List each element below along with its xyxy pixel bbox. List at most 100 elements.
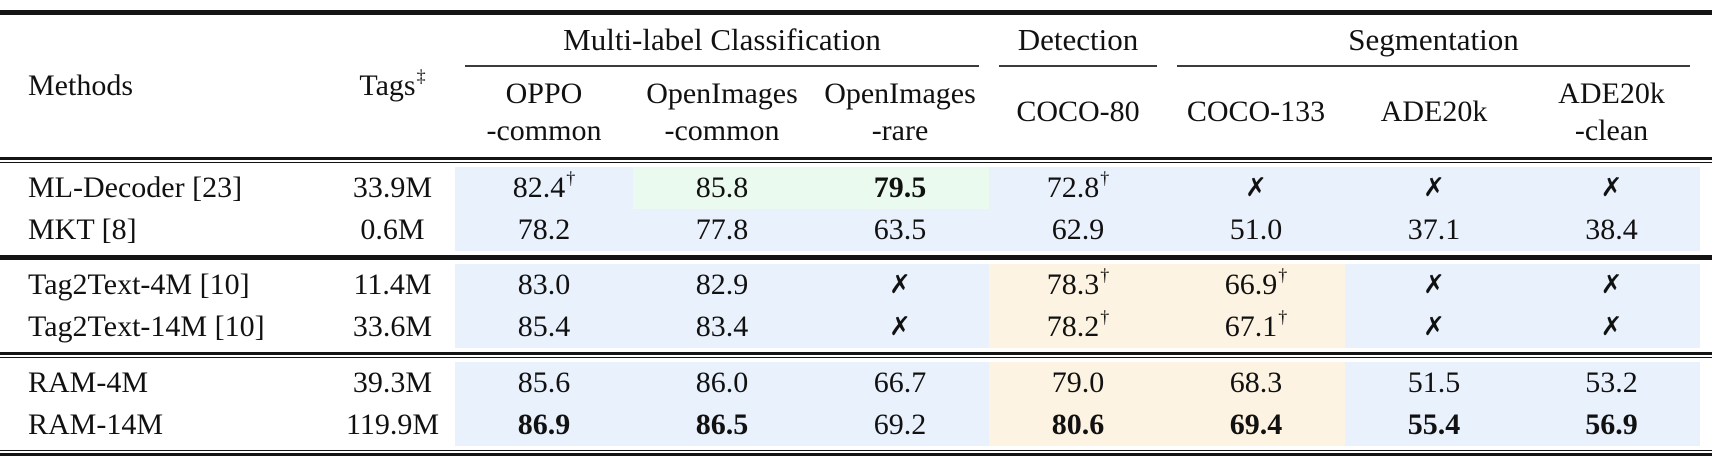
table-row: ML-Decoder [23] 33.9M 82.4 † 85.8 79.5 72.8 † ✗ ✗… — [0, 167, 1712, 209]
dagger-marker: † — [1278, 306, 1288, 327]
score-cell-openimages-common: 85.8 — [633, 167, 811, 209]
dagger-marker: † — [1278, 264, 1288, 285]
col-header-line: OpenImages — [824, 76, 976, 110]
score-cell-coco133: 51.0 — [1167, 209, 1345, 251]
cross-icon: ✗ — [1600, 270, 1623, 300]
group-header-underline — [1177, 65, 1690, 67]
score-cell-coco80: 78.2 † — [989, 306, 1167, 348]
score-value: 83.4 — [695, 310, 749, 343]
method-cell: Tag2Text-4M [10] — [28, 268, 250, 301]
col-header-line: OPPO — [505, 76, 583, 110]
tags-footnote-marker: ‡ — [416, 65, 426, 86]
score-value: 51.0 — [1229, 213, 1283, 246]
score-value: 51.5 — [1407, 366, 1461, 399]
not-supported-cell-openimages-rare: ✗ — [811, 306, 989, 348]
col-header-oppo-common: OPPO -common — [455, 67, 633, 157]
method-cell: RAM-4M — [28, 366, 149, 399]
score-value: 82.4 — [512, 171, 566, 204]
score-cell-ade20k: 55.4 — [1345, 404, 1523, 446]
col-header-line: -common — [486, 114, 602, 147]
score-value: 62.9 — [1051, 213, 1105, 246]
not-supported-cell-coco133: ✗ — [1167, 167, 1345, 209]
score-cell-coco133: 66.9 † — [1167, 264, 1345, 306]
score-value: 55.4 — [1407, 408, 1461, 441]
group-header-segmentation: Segmentation — [1167, 15, 1700, 67]
not-supported-cell-ade20k: ✗ — [1345, 264, 1523, 306]
score-cell-oppo-common: 85.4 — [455, 306, 633, 348]
tags-label: Tags — [359, 69, 416, 102]
score-value: 85.8 — [695, 171, 749, 204]
score-value: 37.1 — [1407, 213, 1461, 246]
score-value: 85.4 — [517, 310, 571, 343]
score-value: 68.3 — [1229, 366, 1283, 399]
score-value: 80.6 — [1051, 408, 1105, 441]
table-top-rule — [0, 10, 1712, 15]
col-header-line: -common — [664, 114, 780, 147]
not-supported-cell-ade20k: ✗ — [1345, 306, 1523, 348]
col-header-line: ADE20k — [1380, 95, 1488, 129]
score-cell-openimages-rare: 63.5 — [811, 209, 989, 251]
dagger-marker: † — [1100, 306, 1110, 327]
table-section: ML-Decoder [23] 33.9M 82.4 † 85.8 79.5 72.8 † ✗ ✗… — [0, 163, 1712, 255]
group-header-detection: Detection — [989, 15, 1167, 67]
table-row: Tag2Text-14M [10] 33.6M 85.4 83.4 ✗ 78.2 † 67.1… — [0, 306, 1712, 348]
not-supported-cell-ade20k-clean: ✗ — [1523, 264, 1700, 306]
tags-count-cell: 119.9M — [345, 408, 440, 441]
col-header-coco133: COCO-133 — [1167, 67, 1345, 157]
cross-icon: ✗ — [1600, 173, 1623, 203]
dagger-marker: † — [1100, 264, 1110, 285]
tags-count-cell: 11.4M — [353, 268, 432, 301]
score-cell-oppo-common: 86.9 — [455, 404, 633, 446]
score-value: 79.5 — [873, 171, 927, 204]
score-cell-openimages-rare: 79.5 — [811, 167, 989, 209]
score-cell-ade20k: 51.5 — [1345, 362, 1523, 404]
group-header-underline — [465, 65, 979, 67]
col-header-ade20k: ADE20k — [1345, 67, 1523, 157]
table-section: RAM-4M 39.3M 85.6 86.0 66.7 79.0 68.3 51.5 53.2 R… — [0, 358, 1712, 450]
table-row: Tag2Text-4M [10] 11.4M 83.0 82.9 ✗ 78.3 † 66.9 †… — [0, 264, 1712, 306]
tags-count-cell: 0.6M — [360, 213, 425, 246]
section-divider-rule — [0, 352, 1712, 358]
score-cell-openimages-common: 77.8 — [633, 209, 811, 251]
table-header: Methods Tags ‡ Multi-label Classification… — [0, 15, 1712, 157]
col-header-coco80: COCO-80 — [989, 67, 1167, 157]
score-value: 66.7 — [873, 366, 927, 399]
score-cell-openimages-rare: 66.7 — [811, 362, 989, 404]
score-value: 56.9 — [1585, 408, 1638, 441]
score-value: 79.0 — [1051, 366, 1105, 399]
score-value: 85.6 — [517, 366, 571, 399]
group-header-multi-label-classification: Multi-label Classification — [455, 15, 989, 67]
group-header-label: Segmentation — [1348, 21, 1519, 57]
score-value: 69.4 — [1229, 408, 1283, 441]
table-bottom-rule — [0, 450, 1712, 456]
score-cell-openimages-common: 86.5 — [633, 404, 811, 446]
score-value: 77.8 — [695, 213, 749, 246]
score-value: 63.5 — [873, 213, 927, 246]
table-section: Tag2Text-4M [10] 11.4M 83.0 82.9 ✗ 78.3 † 66.9 †… — [0, 260, 1712, 352]
col-header-methods: Methods — [28, 69, 133, 102]
not-supported-cell-openimages-rare: ✗ — [811, 264, 989, 306]
score-value: 78.2 — [1046, 310, 1100, 343]
score-value: 86.5 — [695, 408, 749, 441]
group-header-underline — [999, 65, 1157, 67]
score-cell-ade20k: 37.1 — [1345, 209, 1523, 251]
score-cell-oppo-common: 78.2 — [455, 209, 633, 251]
col-header-tags: Tags ‡ — [330, 15, 455, 157]
cross-icon: ✗ — [889, 312, 911, 342]
cross-icon: ✗ — [1600, 312, 1623, 342]
section-divider-rule — [0, 255, 1712, 260]
not-supported-cell-ade20k-clean: ✗ — [1523, 306, 1700, 348]
tags-count-cell: 33.6M — [352, 310, 433, 343]
not-supported-cell-ade20k-clean: ✗ — [1523, 167, 1700, 209]
col-header-line: COCO-80 — [1016, 95, 1140, 129]
dagger-marker: † — [1100, 167, 1110, 188]
col-header-line: COCO-133 — [1186, 95, 1326, 129]
table-row: RAM-14M 119.9M 86.9 86.5 69.2 80.6 69.4 55.4 56.… — [0, 404, 1712, 446]
table-body: ML-Decoder [23] 33.9M 82.4 † 85.8 79.5 72.8 † ✗ ✗… — [0, 163, 1712, 450]
cross-icon: ✗ — [889, 270, 911, 300]
score-cell-coco80: 62.9 — [989, 209, 1167, 251]
score-value: 38.4 — [1585, 213, 1638, 246]
score-value: 67.1 — [1224, 310, 1278, 343]
score-cell-coco80: 79.0 — [989, 362, 1167, 404]
